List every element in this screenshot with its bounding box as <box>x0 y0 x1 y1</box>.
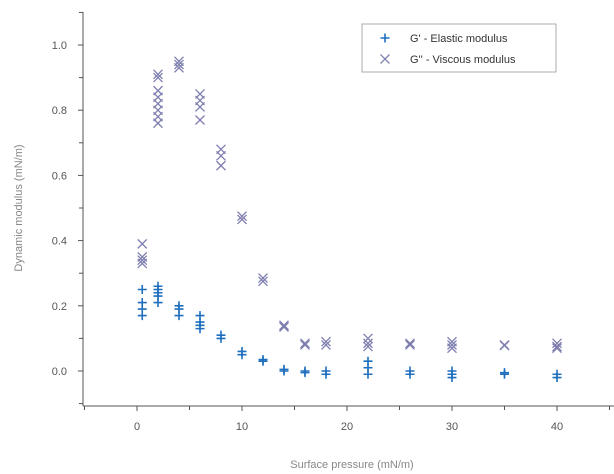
legend-marker-elastic <box>380 33 390 43</box>
data-point-viscous <box>174 62 184 73</box>
data-point-elastic <box>237 350 247 360</box>
x-tick-label: 20 <box>341 421 353 433</box>
data-point-viscous <box>237 211 247 222</box>
data-point-elastic <box>300 368 310 378</box>
data-point-elastic <box>500 369 509 379</box>
legend-items: G' - Elastic modulus G'' - Viscous modulu… <box>380 33 516 66</box>
data-point-viscous <box>363 338 373 349</box>
data-point-viscous <box>153 72 163 83</box>
data-point-viscous <box>258 273 268 284</box>
y-tick-label: 0.4 <box>52 236 67 248</box>
data-point-elastic <box>405 369 415 379</box>
y-tick-label: 0.0 <box>52 366 67 378</box>
y-tick-label: 0.8 <box>52 105 67 117</box>
data-point-viscous <box>321 336 331 347</box>
data-point-viscous <box>216 150 226 161</box>
data-point-viscous <box>195 101 205 112</box>
data-point-viscous <box>552 343 562 354</box>
data-point-viscous <box>153 69 163 80</box>
data-point-elastic <box>153 298 163 308</box>
data-point-elastic <box>552 373 562 383</box>
data-point-viscous <box>447 339 457 350</box>
data-point-elastic <box>321 369 331 379</box>
data-point-viscous <box>195 115 205 125</box>
x-tick-label: 0 <box>134 421 140 433</box>
ticks: 0 10 20 30 40 0.0 0.2 0.4 0.6 0.8 1.0 <box>52 11 610 433</box>
data-point-viscous <box>216 160 226 171</box>
x-axis-title: Surface pressure (mN/m) <box>290 459 413 471</box>
data-point-elastic <box>258 356 268 366</box>
legend-marker-viscous <box>380 54 390 64</box>
data-point-viscous <box>300 339 310 350</box>
marks <box>137 56 562 383</box>
x-tick-label: 10 <box>236 421 248 433</box>
data-point-viscous <box>300 338 310 349</box>
series-1 <box>137 56 562 354</box>
legend: G' - Elastic modulus G'' - Viscous modulu… <box>361 23 557 73</box>
legend-label: G' - Elastic modulus <box>410 33 508 45</box>
data-point-elastic <box>137 285 147 294</box>
legend-box <box>361 23 557 73</box>
data-point-viscous <box>321 339 331 350</box>
data-point-viscous <box>405 338 415 349</box>
data-point-elastic <box>363 369 373 379</box>
data-point-viscous <box>405 339 415 350</box>
data-point-viscous <box>237 214 247 225</box>
data-point-viscous <box>153 118 163 129</box>
data-point-elastic <box>137 311 147 321</box>
data-point-elastic <box>447 373 457 383</box>
series-0 <box>137 281 562 383</box>
y-tick-label: 0.6 <box>52 170 67 182</box>
x-tick-label: 40 <box>551 421 563 433</box>
data-point-elastic <box>216 333 226 343</box>
data-point-viscous <box>447 343 457 354</box>
data-point-viscous <box>279 320 289 331</box>
data-point-viscous <box>279 322 289 332</box>
data-point-viscous <box>499 340 510 351</box>
data-point-viscous <box>137 258 148 269</box>
data-point-elastic <box>174 311 184 321</box>
data-point-elastic <box>279 366 289 376</box>
y-tick-label: 1.0 <box>52 40 67 52</box>
data-point-viscous <box>552 341 562 352</box>
data-point-viscous <box>174 59 184 70</box>
legend-label: G'' - Viscous modulus <box>410 54 516 66</box>
data-point-viscous <box>363 333 373 344</box>
data-point-viscous <box>258 276 268 287</box>
data-point-viscous <box>363 341 373 352</box>
data-point-viscous <box>137 238 148 249</box>
y-tick-label: 0.2 <box>52 301 67 313</box>
data-point-viscous <box>137 255 148 266</box>
data-point-viscous <box>552 338 562 349</box>
x-tick-label: 30 <box>446 421 458 433</box>
y-axis-title: Dynamic modulus (mN/m) <box>13 144 25 271</box>
data-point-elastic <box>195 324 205 334</box>
